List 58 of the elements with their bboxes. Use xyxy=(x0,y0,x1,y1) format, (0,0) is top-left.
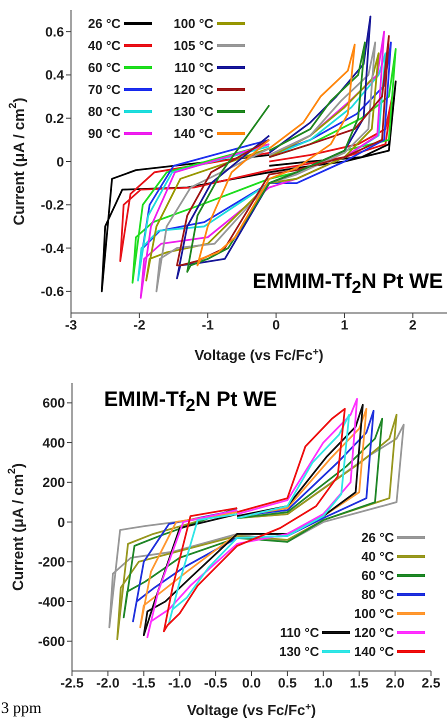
x-tick-label: -2.0 xyxy=(96,676,120,691)
legend-label: 80 °C xyxy=(361,587,394,602)
x-tick-label: -1.0 xyxy=(168,676,192,691)
annotation: EMIM-Tf$_{2}$N Pt WE xyxy=(104,388,278,416)
x-tick-label: -0.5 xyxy=(204,676,228,691)
legend-label: 140 °C xyxy=(174,126,214,140)
legend-label: 40 °C xyxy=(88,38,121,52)
legend-label: 26 °C xyxy=(361,530,394,545)
y-tick-label: 600 xyxy=(42,396,65,411)
y-tick-label: 200 xyxy=(42,475,65,490)
y-tick-label: 0 xyxy=(57,514,65,530)
x-axis-title: Voltage (vs Fc/Fc$^{+}$) xyxy=(194,346,324,364)
y-tick-label: -0.6 xyxy=(40,284,64,300)
legend-label: 26 °C xyxy=(88,16,121,30)
x-tick-label: 2.5 xyxy=(422,676,441,691)
x-tick-label: 1 xyxy=(340,318,349,333)
x-tick-label: 0 xyxy=(272,318,280,333)
legend-label: 60 °C xyxy=(88,60,121,74)
legend-label: 140 °C xyxy=(354,644,394,659)
legend-label: 120 °C xyxy=(354,625,394,640)
legend-label: 80 °C xyxy=(88,104,121,118)
annotation: EMMIM-Tf$_{2}$N Pt WE xyxy=(252,270,443,298)
legend-label: 130 °C xyxy=(174,104,214,118)
x-tick-label: 2 xyxy=(409,318,417,333)
legend-label: 70 °C xyxy=(88,82,121,96)
x-tick-label: 0.5 xyxy=(278,676,298,691)
x-tick-label: -1.5 xyxy=(132,676,156,691)
x-tick-label: 1.5 xyxy=(350,676,370,691)
x-tick-label: 0.0 xyxy=(242,676,261,691)
legend-label: 105 °C xyxy=(174,38,214,52)
x-tick-label: -3 xyxy=(64,318,78,333)
x-tick-label: -1 xyxy=(202,318,214,333)
legend-label: 90 °C xyxy=(88,126,121,140)
x-tick-label: 2.0 xyxy=(386,676,404,691)
text: 3 ppm xyxy=(1,700,42,718)
legend-label: 130 °C xyxy=(279,644,320,659)
y-tick-label: 0.4 xyxy=(45,68,64,83)
legend-label: 110 °C xyxy=(280,625,320,640)
x-tick-label: -2 xyxy=(133,318,146,333)
x-tick-label: -2.5 xyxy=(60,676,84,691)
legend-label: 110 °C xyxy=(174,60,214,74)
y-tick-label: 0 xyxy=(56,154,64,170)
y-tick-label: 0.2 xyxy=(45,111,64,126)
y-tick-label: -400 xyxy=(38,594,65,610)
y-tick-label: -0.4 xyxy=(40,240,64,256)
y-tick-label: -600 xyxy=(38,634,65,649)
legend-label: 100 °C xyxy=(354,606,394,621)
y-tick-label: -200 xyxy=(38,554,65,570)
line-series xyxy=(176,35,390,266)
y-tick-label: -0.2 xyxy=(40,198,64,213)
y-tick-label: 400 xyxy=(42,435,65,450)
x-tick-label: 1.0 xyxy=(314,676,333,691)
legend-label: 40 °C xyxy=(361,549,394,564)
y-tick-label: 0.6 xyxy=(45,24,64,40)
x-axis-title: Voltage (vs Fc/Fc$^{+}$) xyxy=(187,702,316,719)
legend-label: 120 °C xyxy=(174,82,214,96)
legend-label: 100 °C xyxy=(174,16,214,30)
legend-label: 60 °C xyxy=(361,568,394,583)
